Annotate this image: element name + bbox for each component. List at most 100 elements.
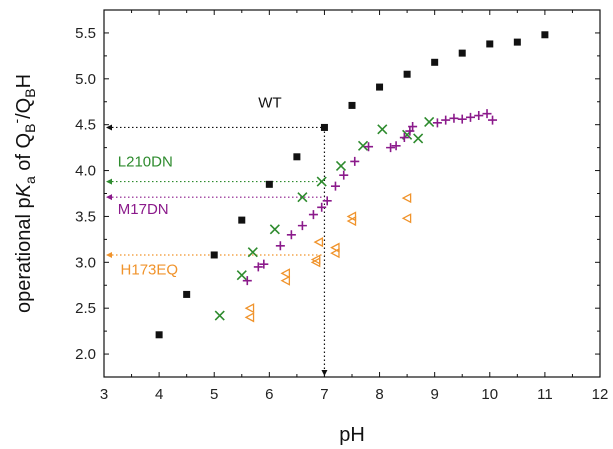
data-point-m17dn xyxy=(275,241,285,251)
y-axis-title: operational pKa of QB-/QBH xyxy=(8,74,38,313)
data-point-wt xyxy=(541,31,549,39)
data-point-l210dn xyxy=(335,160,347,172)
data-point-m17dn xyxy=(449,113,459,123)
y-tick-label: 5.5 xyxy=(75,25,96,42)
data-point-h173eq xyxy=(330,242,340,253)
data-point-l210dn xyxy=(297,192,308,203)
data-point-m17dn xyxy=(432,118,442,128)
data-point-m17dn xyxy=(317,202,327,212)
data-point-l210dn xyxy=(413,133,424,144)
data-point-h173eq xyxy=(244,303,255,314)
x-axis-title: pH xyxy=(339,424,365,446)
data-point-m17dn xyxy=(474,111,484,121)
y-title-slash: /Q xyxy=(13,98,35,119)
x-tick-label: 7 xyxy=(320,386,328,403)
data-point-wt xyxy=(265,180,273,188)
reference-arrow-m17dn xyxy=(106,194,112,201)
data-point-wt xyxy=(348,101,356,109)
data-point-m17dn xyxy=(488,115,498,125)
y-title-italic: K xyxy=(13,182,35,197)
data-point-wt xyxy=(238,216,246,224)
y-tick-label: 3.5 xyxy=(75,208,96,225)
reference-arrow-l210dn xyxy=(106,178,112,185)
x-tick-label: 9 xyxy=(430,386,438,403)
y-title-post: H xyxy=(13,74,35,88)
data-point-h173eq xyxy=(346,211,357,222)
data-point-m17dn xyxy=(350,156,360,166)
reference-arrow-wt xyxy=(106,124,112,131)
y-title-sup-minus: - xyxy=(8,119,24,124)
data-point-h173eq xyxy=(310,254,321,265)
x-tick-label: 4 xyxy=(155,386,163,403)
y-title-sub-b1: B xyxy=(22,124,38,133)
data-point-m17dn xyxy=(457,114,467,124)
data-point-m17dn xyxy=(253,262,263,272)
data-point-h173eq xyxy=(244,312,255,323)
data-point-l210dn xyxy=(269,224,280,235)
data-point-m17dn xyxy=(339,170,349,180)
data-point-m17dn xyxy=(259,259,269,269)
data-point-m17dn xyxy=(408,122,418,132)
y-tick-label: 2.0 xyxy=(75,346,96,363)
data-point-h173eq xyxy=(313,237,324,248)
data-point-m17dn xyxy=(441,115,451,125)
data-point-h173eq xyxy=(401,213,412,224)
data-point-m17dn xyxy=(391,141,401,151)
data-point-wt xyxy=(155,331,163,339)
y-tick-label: 4.5 xyxy=(75,117,96,134)
y-title-sub-b2: B xyxy=(22,88,38,97)
data-point-h173eq xyxy=(280,268,291,279)
x-tick-label: 8 xyxy=(375,386,383,403)
plot-frame xyxy=(103,9,601,378)
x-tick-label: 3 xyxy=(100,386,108,403)
data-point-wt xyxy=(320,123,328,131)
data-point-l210dn xyxy=(236,270,247,281)
plot-layer: WT L210DN M17DN H173EQ xyxy=(106,31,549,377)
annotation-m17dn: M17DN xyxy=(118,201,169,218)
data-point-m17dn xyxy=(399,133,409,143)
annotation-wt: WT xyxy=(258,95,281,112)
data-point-m17dn xyxy=(405,126,415,136)
data-point-m17dn xyxy=(330,181,340,191)
data-point-h173eq xyxy=(401,193,412,204)
y-tick-label: 5.0 xyxy=(75,71,96,88)
data-point-m17dn xyxy=(465,112,475,122)
y-tick-label: 4.0 xyxy=(75,163,96,180)
data-point-wt xyxy=(513,38,521,46)
data-point-wt xyxy=(458,49,466,57)
annotation-l210dn: L210DN xyxy=(118,153,173,170)
data-point-m17dn xyxy=(482,109,492,119)
y-tick-label: 2.5 xyxy=(75,300,96,317)
data-point-m17dn xyxy=(364,142,374,152)
data-point-m17dn xyxy=(386,143,396,153)
data-point-wt xyxy=(431,58,439,66)
data-point-l210dn xyxy=(357,140,369,151)
data-point-h173eq xyxy=(280,275,291,286)
y-title-sub-a: a xyxy=(22,176,38,184)
data-point-m17dn xyxy=(242,276,252,286)
data-point-wt xyxy=(403,70,411,78)
axis-layer: 3 4 5 6 7 8 9 10 11 12 2.0 2.5 3.0 3.5 4.0 4.5 5.0 5.5 xyxy=(75,9,609,403)
y-title-pre: operational p xyxy=(13,197,35,313)
data-point-wt xyxy=(183,290,191,298)
x-tick-label: 10 xyxy=(481,386,498,403)
y-tick-label: 3.0 xyxy=(75,254,96,271)
x-tick-label: 12 xyxy=(592,386,609,403)
data-point-wt xyxy=(486,40,494,48)
data-point-l210dn xyxy=(247,247,258,258)
data-point-m17dn xyxy=(322,196,332,206)
data-point-l210dn xyxy=(316,176,327,187)
data-point-m17dn xyxy=(297,221,307,231)
data-point-wt xyxy=(210,251,218,259)
data-point-wt xyxy=(293,153,301,161)
data-point-l210dn xyxy=(214,310,225,321)
data-point-h173eq xyxy=(330,248,340,259)
data-point-l210dn xyxy=(424,116,435,128)
reference-arrow-h173eq xyxy=(106,251,112,258)
data-point-m17dn xyxy=(286,230,296,240)
data-point-m17dn xyxy=(308,210,318,220)
data-point-wt xyxy=(376,83,384,91)
data-point-l210dn xyxy=(377,124,388,135)
annotation-h173eq: H173EQ xyxy=(121,262,179,279)
